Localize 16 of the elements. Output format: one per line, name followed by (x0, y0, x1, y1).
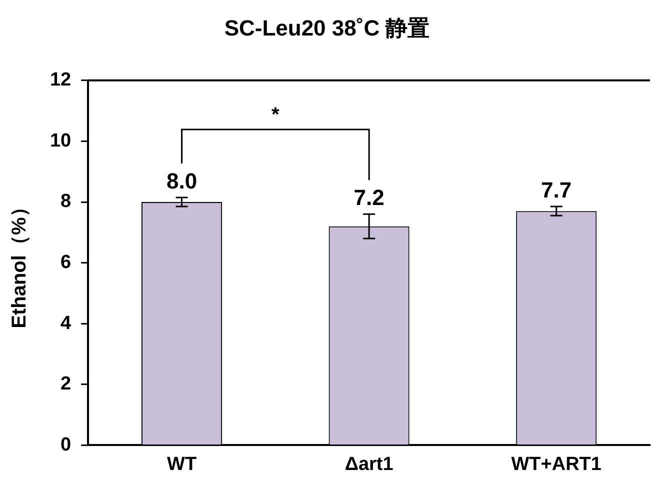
y-tick-label: 10 (50, 130, 72, 152)
x-tick-label: WT+ART1 (511, 454, 602, 475)
y-tick-label: 8 (60, 191, 72, 212)
x-tick-label: WT (167, 454, 197, 475)
y-tick-label: 6 (60, 252, 72, 274)
y-tick-label: 2 (60, 374, 72, 395)
y-tick-label: 12 (50, 70, 72, 91)
y-axis-title: Ethanol（%） (8, 197, 31, 328)
data-label: 7.2 (354, 185, 384, 210)
x-tick-label: Δart1 (344, 454, 394, 475)
chart-title: SC-Leu20 38˚C 静置 (224, 15, 430, 40)
annotation: * (272, 104, 280, 126)
y-tick-label: 0 (60, 434, 72, 456)
data-label: 8.0 (166, 168, 198, 194)
y-tick-label: 4 (60, 312, 72, 334)
data-label: 7.7 (541, 178, 572, 203)
